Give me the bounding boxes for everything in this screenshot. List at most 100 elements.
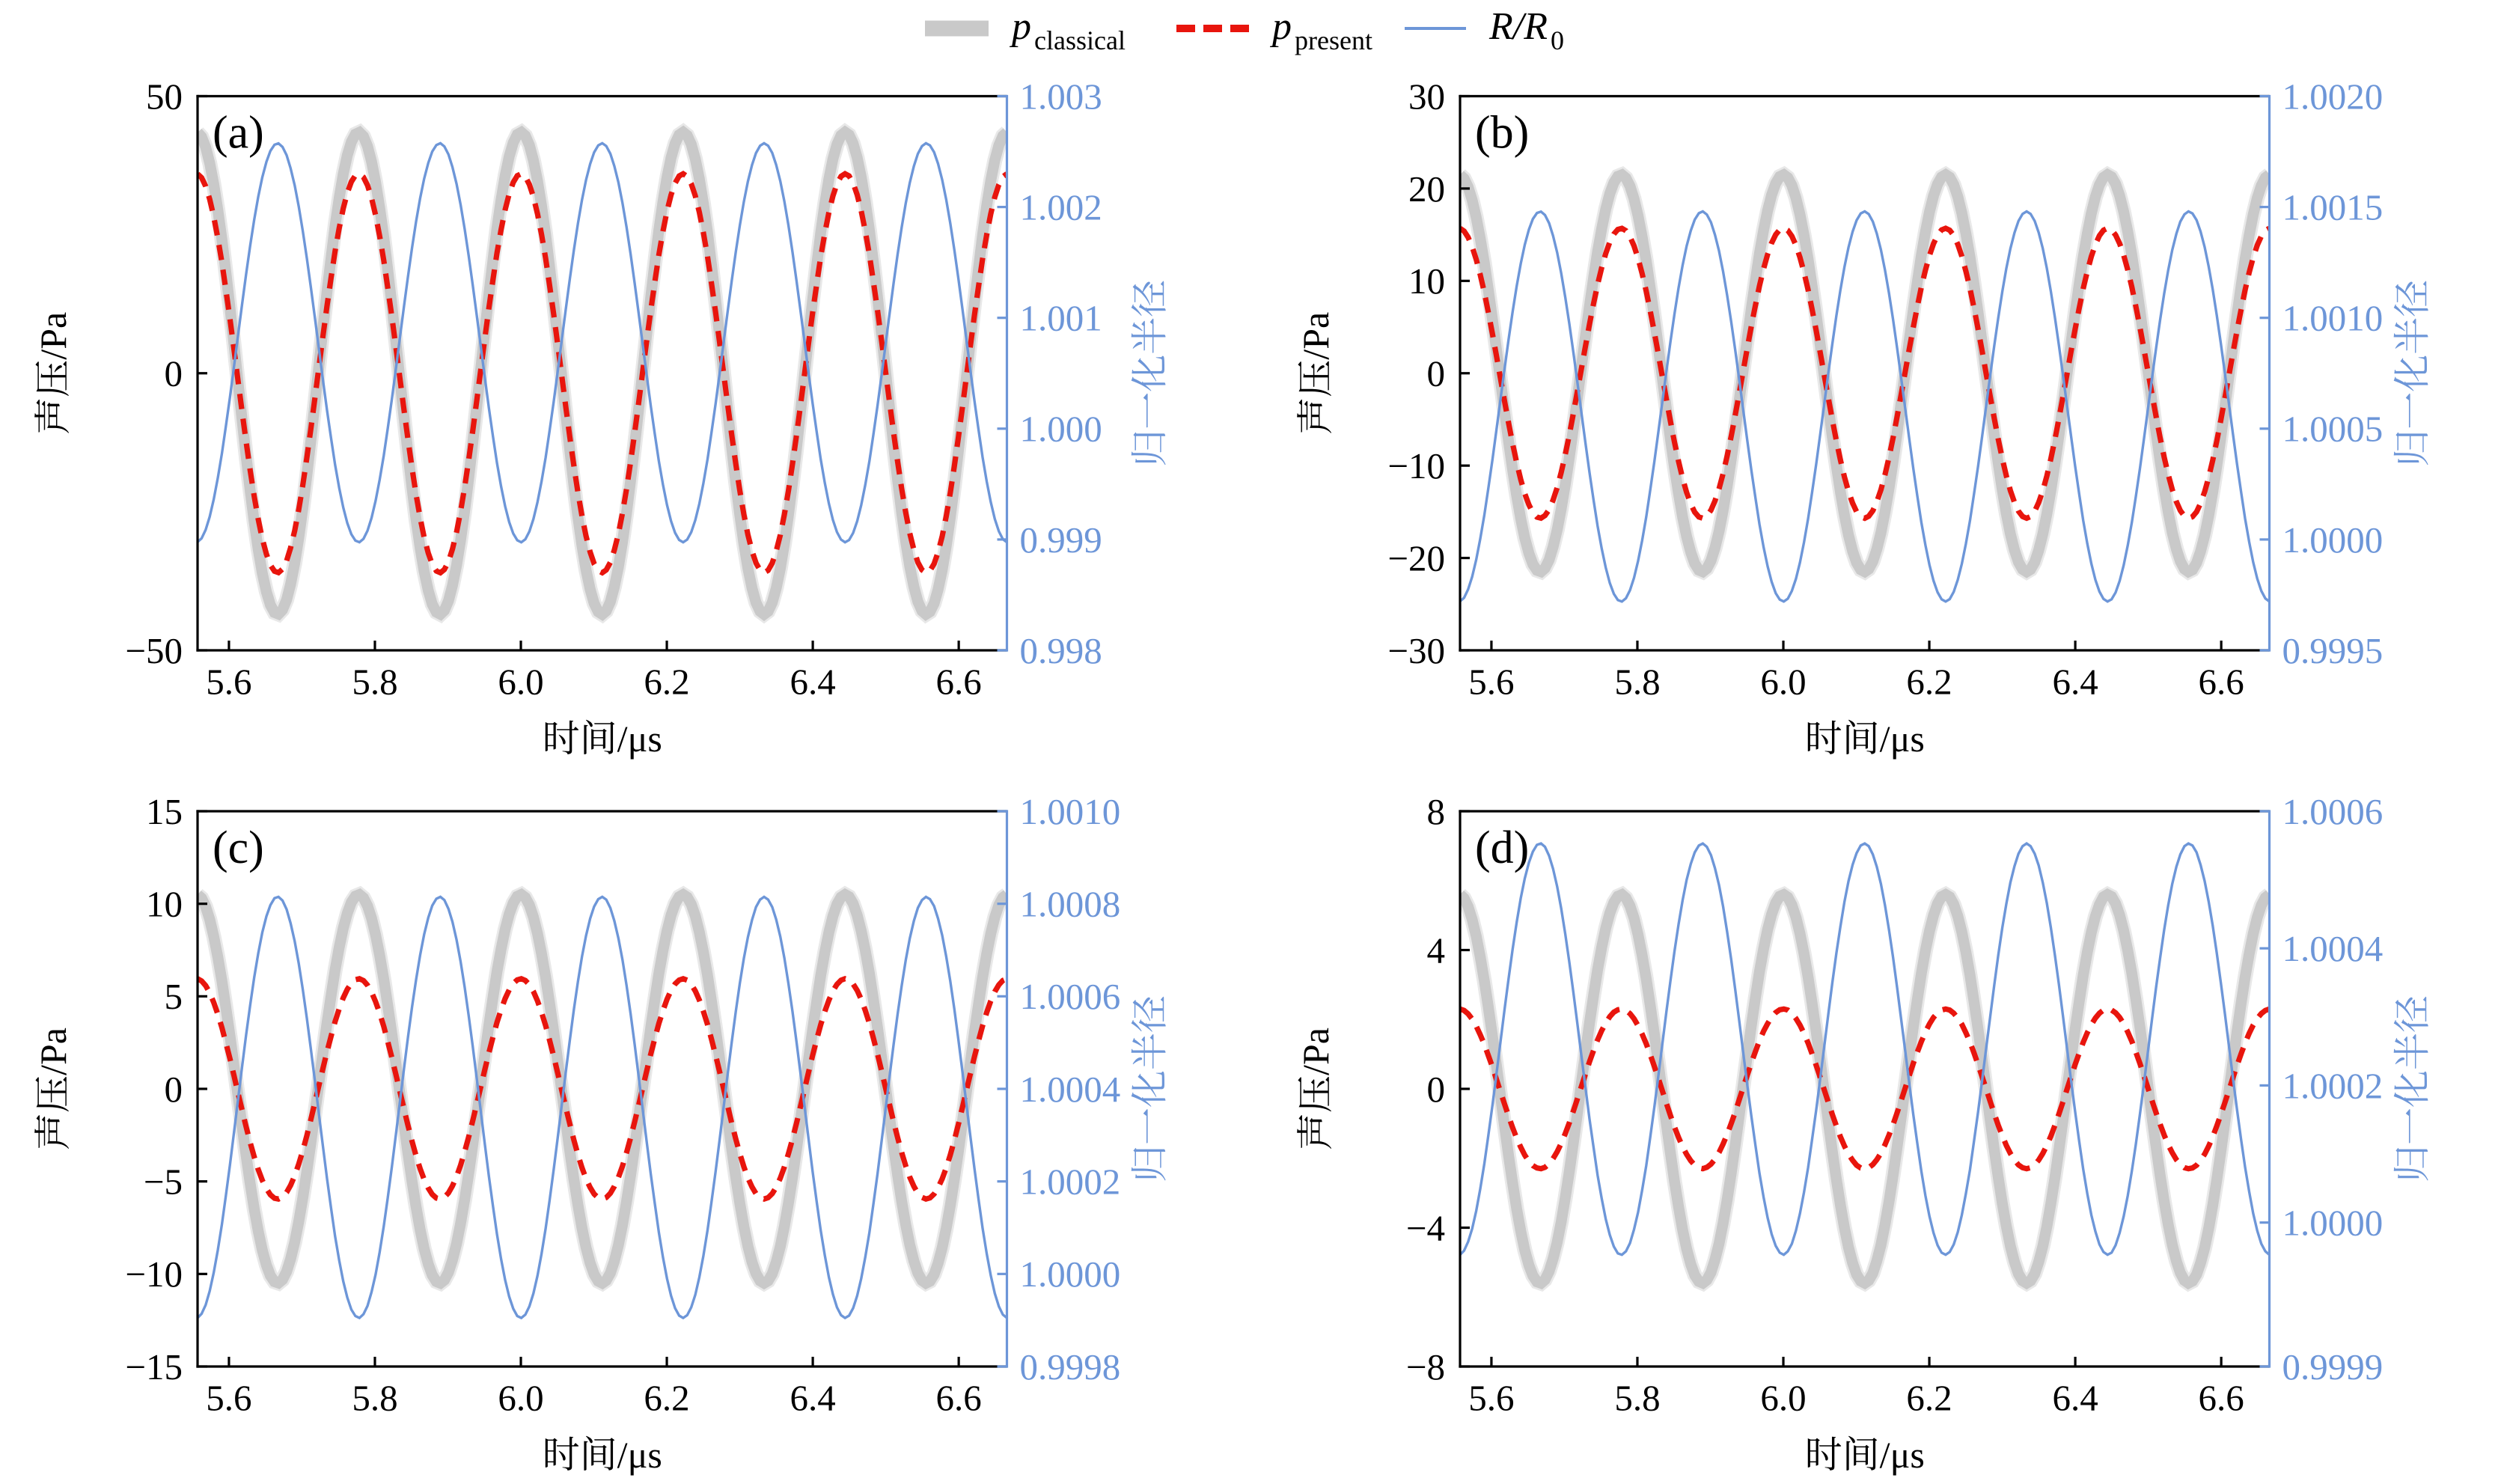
y-right-tick-label: 1.000 xyxy=(1020,409,1102,450)
y-right-tick-label: 1.0002 xyxy=(1020,1161,1121,1203)
y-left-tick-label: 0 xyxy=(165,1069,183,1110)
cjk-glyph-时 xyxy=(1807,1436,1842,1471)
y-right-axis-label-c xyxy=(1131,996,1166,1181)
legend-label-p_classical: p xyxy=(1009,5,1031,48)
cjk-glyph-声 xyxy=(1297,399,1332,433)
panel-tag-a: (a) xyxy=(213,108,264,159)
cjk-glyph-径 xyxy=(2393,996,2428,1032)
label-latin-segment: /μs xyxy=(1880,1434,1925,1476)
series-p_present xyxy=(198,171,1007,576)
y-left-tick-label: −10 xyxy=(125,1254,183,1295)
cjk-glyph-时 xyxy=(545,1436,579,1471)
cjk-glyph-径 xyxy=(1131,281,1166,317)
cjk-glyph-压 xyxy=(1298,361,1331,396)
y-right-tick-label: 1.0008 xyxy=(1020,884,1121,925)
cjk-glyph-间 xyxy=(1846,719,1878,754)
x-tick-label: 5.8 xyxy=(1614,1377,1660,1418)
curves-c xyxy=(198,885,1007,1320)
x-tick-label: 6.0 xyxy=(1760,1377,1806,1418)
x-tick-label: 6.0 xyxy=(498,661,543,702)
x-tick-label: 6.2 xyxy=(1906,1377,1952,1418)
label-latin-segment: /Pa xyxy=(1295,312,1337,360)
panel-c: 5.6 5.8 6.0 6.2 6.4 6.6151050−5−10−151.00101.… xyxy=(32,791,1166,1476)
cjk-glyph-化 xyxy=(2393,1071,2428,1107)
legend-sublabel-p_classical: classical xyxy=(1034,25,1126,55)
y-left-tick-label: 0 xyxy=(1427,353,1446,394)
y-left-axis-c: 15 10 5 0 −5 −10 −15 xyxy=(125,791,207,1387)
y-right-tick-label: 1.002 xyxy=(1020,187,1102,228)
label-latin-segment: /Pa xyxy=(32,1027,74,1075)
cjk-glyph-压 xyxy=(35,1076,69,1112)
y-left-tick-label: −4 xyxy=(1406,1207,1445,1248)
cjk-glyph-时 xyxy=(545,720,579,754)
cjk-glyph-压 xyxy=(35,361,69,396)
y-left-tick-label: −8 xyxy=(1406,1346,1445,1387)
x-tick-label: 5.6 xyxy=(206,661,251,702)
cjk-glyph-化 xyxy=(1131,355,1166,391)
y-left-tick-label: 8 xyxy=(1427,791,1446,832)
label-latin-segment: /Pa xyxy=(1295,1027,1337,1075)
cjk-glyph-半 xyxy=(1131,318,1166,353)
label-latin-segment: /Pa xyxy=(32,312,74,360)
x-tick-label: 6.0 xyxy=(498,1377,543,1418)
series-R_over_R0 xyxy=(1460,210,2270,603)
y-right-tick-label: 1.0006 xyxy=(2282,791,2384,832)
y-right-tick-label: 1.0004 xyxy=(1020,1069,1121,1110)
y-right-tick-label: 1.0000 xyxy=(2282,519,2384,561)
x-tick-label: 6.2 xyxy=(644,661,689,702)
cjk-glyph-归 xyxy=(1131,1147,1166,1181)
y-left-axis-b: 30 20 10 0 −10 −20 −30 xyxy=(1387,76,1470,671)
cjk-glyph-半 xyxy=(2393,1033,2428,1069)
y-right-axis-label-d xyxy=(2393,996,2428,1181)
series-p_classical xyxy=(1460,888,2270,1290)
series-p_present xyxy=(198,975,1007,1203)
cjk-glyph-声 xyxy=(34,1114,70,1149)
y-left-axis-label-a: /Pa xyxy=(32,312,74,433)
panel-tag-d: (d) xyxy=(1475,822,1529,873)
y-left-axis-label-d: /Pa xyxy=(1295,1027,1337,1149)
cjk-glyph-声 xyxy=(34,399,70,433)
x-axis-label-d: /μs xyxy=(1807,1434,1925,1476)
y-right-tick-label: 1.0015 xyxy=(2282,187,2384,228)
series-p_classical xyxy=(1460,168,2270,578)
x-tick-label: 5.6 xyxy=(206,1377,251,1418)
y-right-tick-label: 1.0000 xyxy=(1020,1254,1121,1295)
cjk-glyph-径 xyxy=(2393,281,2428,317)
cjk-glyph-化 xyxy=(2393,355,2428,391)
curves-a xyxy=(198,123,1007,624)
x-tick-label: 6.0 xyxy=(1760,661,1806,702)
y-right-axis-d: 1.0006 1.0004 1.0002 1.0000 0.9999 xyxy=(2259,791,2384,1387)
y-right-tick-label: 0.999 xyxy=(1020,519,1102,561)
y-right-tick-label: 1.001 xyxy=(1020,298,1102,339)
panel-b: 5.6 5.8 6.0 6.2 6.4 6.6 30 20 10 0 −10 −20 −30 1.0020… xyxy=(1295,76,2428,760)
y-left-tick-label: 20 xyxy=(1408,168,1445,210)
series-R_over_R0 xyxy=(198,895,1007,1320)
y-right-tick-label: 1.0010 xyxy=(1020,791,1121,832)
panel-tag-b: (b) xyxy=(1475,108,1529,159)
label-latin-segment: /μs xyxy=(617,718,662,760)
x-axis-label-b: /μs xyxy=(1807,718,1925,760)
x-tick-label: 6.4 xyxy=(790,661,835,702)
y-right-axis-c: 1.0010 1.0008 1.0006 1.0004 1.0002 1.0000 0.99… xyxy=(997,791,1121,1387)
cjk-glyph-时 xyxy=(1807,720,1842,754)
series-R_over_R0 xyxy=(198,141,1007,544)
cjk-glyph-间 xyxy=(584,1435,615,1471)
y-right-tick-label: 0.9995 xyxy=(2282,630,2384,671)
x-tick-label: 6.4 xyxy=(2052,1377,2098,1418)
cjk-glyph-一 xyxy=(2405,1109,2410,1143)
y-right-axis-label-a xyxy=(1131,281,1166,465)
y-left-axis-label-c: /Pa xyxy=(32,1027,74,1149)
legend: p classical p present R/R 0 xyxy=(925,5,1564,55)
x-axis-d: 5.6 5.8 6.0 6.2 6.4 6.6 xyxy=(1468,1357,2244,1418)
label-latin-segment: /μs xyxy=(617,1434,662,1476)
cjk-glyph-归 xyxy=(1131,432,1166,465)
y-right-axis-a: 1.003 1.002 1.001 1.000 0.999 0.998 xyxy=(997,76,1102,671)
y-right-tick-label: 0.9999 xyxy=(2282,1346,2384,1387)
x-tick-label: 6.2 xyxy=(1906,661,1952,702)
x-tick-label: 6.4 xyxy=(790,1377,835,1418)
y-left-tick-label: −5 xyxy=(144,1161,183,1203)
x-tick-label: 6.4 xyxy=(2052,661,2098,702)
panel-a: 5.6 5.8 6.0 6.2 6.4 6.6500−501.0031.0021.0011… xyxy=(32,76,1166,760)
